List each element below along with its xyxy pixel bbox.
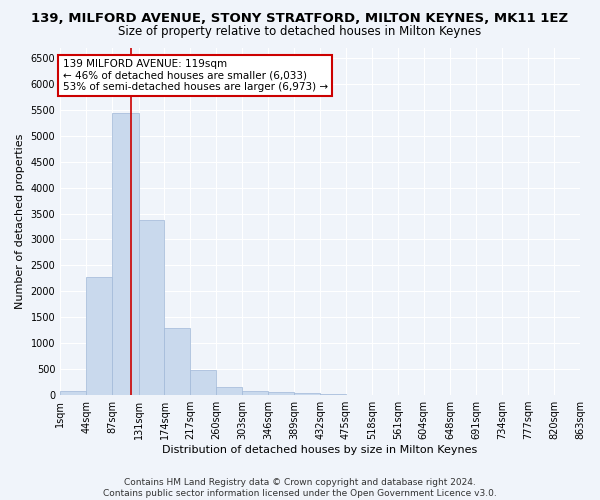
Bar xyxy=(86,277,112,395)
Bar xyxy=(164,328,190,395)
Bar xyxy=(112,114,139,395)
Bar xyxy=(268,392,294,395)
Bar xyxy=(60,391,86,395)
Bar xyxy=(242,390,268,395)
Bar xyxy=(190,370,217,395)
Bar xyxy=(346,394,372,395)
Y-axis label: Number of detached properties: Number of detached properties xyxy=(15,134,25,309)
Bar xyxy=(139,220,164,395)
Text: Contains HM Land Registry data © Crown copyright and database right 2024.
Contai: Contains HM Land Registry data © Crown c… xyxy=(103,478,497,498)
Text: 139, MILFORD AVENUE, STONY STRATFORD, MILTON KEYNES, MK11 1EZ: 139, MILFORD AVENUE, STONY STRATFORD, MI… xyxy=(31,12,569,26)
Bar xyxy=(294,394,320,395)
Text: Size of property relative to detached houses in Milton Keynes: Size of property relative to detached ho… xyxy=(118,25,482,38)
Text: 139 MILFORD AVENUE: 119sqm
← 46% of detached houses are smaller (6,033)
53% of s: 139 MILFORD AVENUE: 119sqm ← 46% of deta… xyxy=(62,59,328,92)
Bar xyxy=(320,394,346,395)
X-axis label: Distribution of detached houses by size in Milton Keynes: Distribution of detached houses by size … xyxy=(163,445,478,455)
Bar xyxy=(217,386,242,395)
